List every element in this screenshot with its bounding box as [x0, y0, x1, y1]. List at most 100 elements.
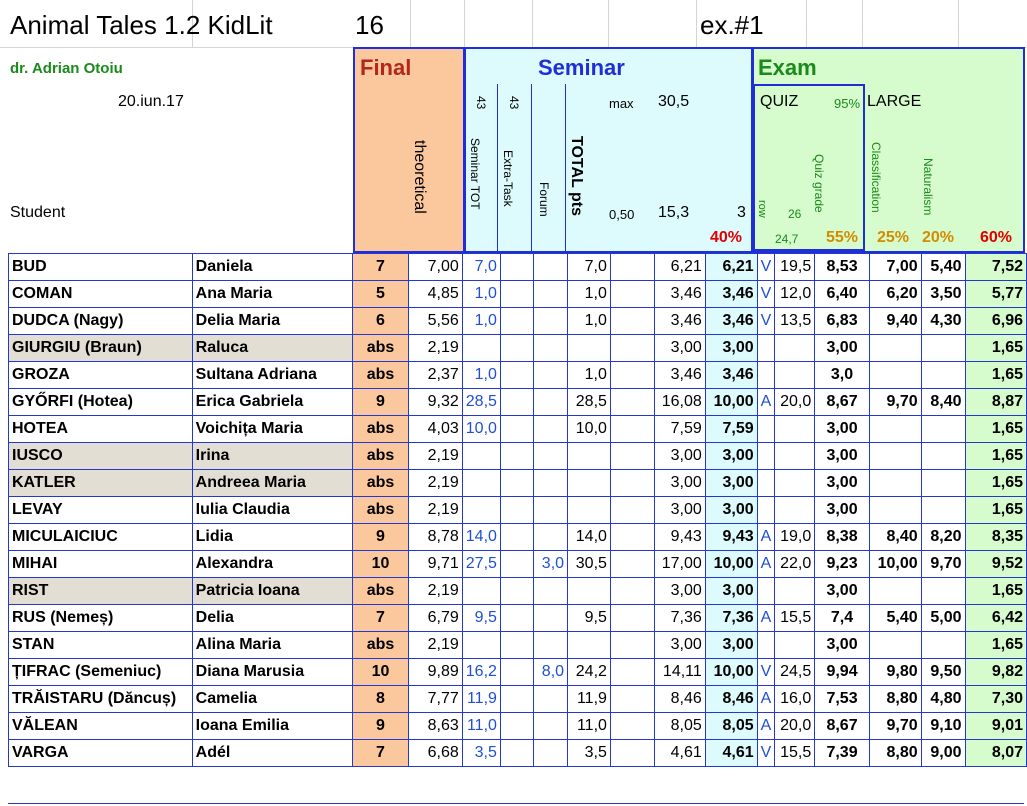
exam-final-grade[interactable]: 1,65 [964, 361, 1027, 389]
quiz-grade[interactable]: 3,0 [814, 361, 870, 389]
theoretical-grade[interactable]: 2,19 [408, 496, 463, 524]
quiz-points[interactable] [774, 361, 816, 389]
final-grade[interactable]: 9 [351, 523, 410, 551]
final-grade[interactable]: 9 [351, 712, 410, 740]
extra-task-points[interactable] [499, 658, 535, 686]
student-surname[interactable]: VĂLEAN [8, 712, 193, 740]
quiz-grade[interactable]: 3,00 [814, 496, 870, 524]
total-points[interactable] [567, 334, 611, 362]
student-first-name[interactable]: Diana Marusia [191, 658, 353, 686]
quiz-grade[interactable]: 7,53 [814, 685, 870, 713]
quiz-points[interactable]: 20,0 [774, 388, 816, 416]
seminar-grade[interactable]: 8,46 [704, 685, 758, 713]
quiz-row[interactable] [756, 469, 776, 497]
quiz-points[interactable]: 13,5 [774, 307, 816, 335]
forum-points[interactable] [533, 577, 569, 605]
blank-cell[interactable] [609, 685, 655, 713]
seminar-tot-points[interactable] [461, 334, 501, 362]
classification-grade[interactable] [868, 469, 922, 497]
extra-task-points[interactable] [499, 577, 535, 605]
total-points[interactable]: 11,0 [567, 712, 611, 740]
quiz-row[interactable]: A [756, 388, 776, 416]
quiz-points[interactable] [774, 415, 816, 443]
forum-points[interactable]: 8,0 [533, 658, 569, 686]
student-surname[interactable]: COMAN [8, 280, 193, 308]
total-points[interactable]: 24,2 [567, 658, 611, 686]
classification-grade[interactable]: 9,80 [868, 658, 922, 686]
quiz-row[interactable]: V [756, 658, 776, 686]
student-surname[interactable]: ȚIFRAC (Semeniuc) [8, 658, 193, 686]
student-first-name[interactable]: Patricia Ioana [191, 577, 353, 605]
final-grade[interactable]: 7 [351, 253, 410, 281]
student-surname[interactable]: STAN [8, 631, 193, 659]
extra-task-points[interactable] [499, 523, 535, 551]
quiz-grade[interactable]: 8,67 [814, 388, 870, 416]
theoretical-grade[interactable]: 2,19 [408, 577, 463, 605]
total-points[interactable]: 3,5 [567, 739, 611, 767]
final-grade[interactable]: 7 [351, 604, 410, 632]
extra-task-points[interactable] [499, 280, 535, 308]
naturalism-grade[interactable] [920, 496, 966, 524]
extra-task-points[interactable] [499, 415, 535, 443]
final-grade[interactable]: 7 [351, 739, 410, 767]
quiz-grade[interactable]: 9,94 [814, 658, 870, 686]
extra-task-points[interactable] [499, 361, 535, 389]
student-surname[interactable]: RIST [8, 577, 193, 605]
student-first-name[interactable]: Irina [191, 442, 353, 470]
seminar-grade[interactable]: 7,59 [704, 415, 758, 443]
naturalism-grade[interactable] [920, 415, 966, 443]
final-grade[interactable]: abs [351, 631, 410, 659]
naturalism-grade[interactable] [920, 361, 966, 389]
seminar-grade[interactable]: 10,00 [704, 388, 758, 416]
seminar-grade[interactable]: 9,43 [704, 523, 758, 551]
forum-points[interactable] [533, 388, 569, 416]
total-points[interactable] [567, 442, 611, 470]
exam-final-grade[interactable]: 5,77 [964, 280, 1027, 308]
exam-final-grade[interactable]: 7,52 [964, 253, 1027, 281]
quiz-points[interactable]: 20,0 [774, 712, 816, 740]
blank-cell[interactable] [609, 604, 655, 632]
student-first-name[interactable]: Lidia [191, 523, 353, 551]
seminar-score[interactable]: 17,00 [653, 550, 706, 578]
forum-points[interactable] [533, 604, 569, 632]
forum-points[interactable] [533, 712, 569, 740]
quiz-row[interactable]: A [756, 685, 776, 713]
exam-final-grade[interactable]: 6,42 [964, 604, 1027, 632]
total-points[interactable] [567, 577, 611, 605]
classification-grade[interactable] [868, 577, 922, 605]
quiz-row[interactable]: V [756, 280, 776, 308]
seminar-grade[interactable]: 3,46 [704, 307, 758, 335]
exam-final-grade[interactable]: 1,65 [964, 496, 1027, 524]
quiz-grade[interactable]: 3,00 [814, 631, 870, 659]
final-grade[interactable]: abs [351, 469, 410, 497]
seminar-score[interactable]: 4,61 [653, 739, 706, 767]
student-first-name[interactable]: Alexandra [191, 550, 353, 578]
final-grade[interactable]: abs [351, 415, 410, 443]
extra-task-points[interactable] [499, 388, 535, 416]
naturalism-grade[interactable] [920, 469, 966, 497]
extra-task-points[interactable] [499, 739, 535, 767]
theoretical-grade[interactable]: 7,77 [408, 685, 463, 713]
student-first-name[interactable]: Alina Maria [191, 631, 353, 659]
student-surname[interactable]: LEVAY [8, 496, 193, 524]
seminar-tot-points[interactable]: 11,9 [461, 685, 501, 713]
exam-final-grade[interactable]: 1,65 [964, 415, 1027, 443]
classification-grade[interactable]: 9,70 [868, 712, 922, 740]
exam-final-grade[interactable]: 9,82 [964, 658, 1027, 686]
classification-grade[interactable]: 9,70 [868, 388, 922, 416]
student-surname[interactable]: HOTEA [8, 415, 193, 443]
naturalism-grade[interactable]: 5,00 [920, 604, 966, 632]
seminar-tot-points[interactable] [461, 577, 501, 605]
seminar-score[interactable]: 14,11 [653, 658, 706, 686]
final-grade[interactable]: abs [351, 577, 410, 605]
student-first-name[interactable]: Voichița Maria [191, 415, 353, 443]
naturalism-grade[interactable] [920, 577, 966, 605]
quiz-row[interactable]: A [756, 604, 776, 632]
theoretical-grade[interactable]: 5,56 [408, 307, 463, 335]
student-surname[interactable]: MIHAI [8, 550, 193, 578]
classification-grade[interactable] [868, 442, 922, 470]
forum-points[interactable] [533, 361, 569, 389]
classification-grade[interactable]: 8,80 [868, 685, 922, 713]
student-first-name[interactable]: Iulia Claudia [191, 496, 353, 524]
final-grade[interactable]: 5 [351, 280, 410, 308]
